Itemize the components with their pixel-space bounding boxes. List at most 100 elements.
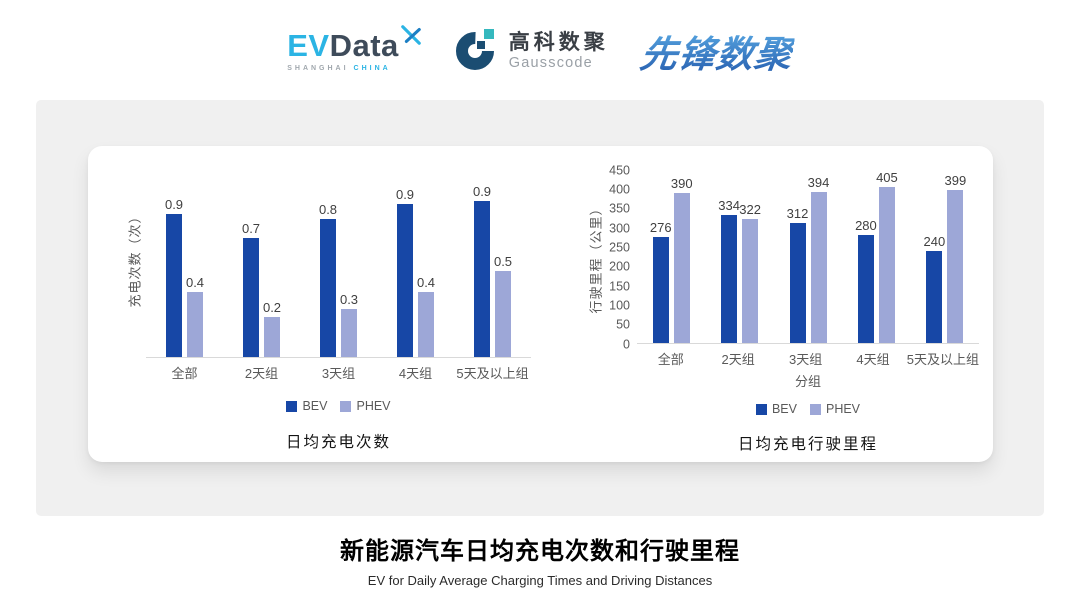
bar-value-label: 0.9 bbox=[472, 183, 492, 199]
bar-column: 399 bbox=[944, 172, 967, 343]
bar-group: 0.9 0.5 bbox=[454, 183, 531, 357]
legend-label: BEV bbox=[771, 402, 797, 416]
bar-column: 0.4 bbox=[186, 275, 204, 357]
xianfeng-logo: 先锋数聚 bbox=[637, 24, 797, 78]
bar bbox=[878, 187, 895, 343]
bar-column: 0.5 bbox=[494, 254, 512, 357]
legend-swatch bbox=[809, 403, 821, 415]
y-tick-label: 150 bbox=[609, 278, 630, 293]
main-title: 新能源汽车日均充电次数和行驶里程 bbox=[340, 538, 740, 565]
category-label: 2天组 bbox=[721, 352, 755, 367]
bar-column: 322 bbox=[739, 201, 761, 343]
gausscode-cn-text: 高科数聚 bbox=[508, 30, 609, 54]
category-label: 3天组 bbox=[788, 352, 823, 367]
subtitle: EV for Daily Average Charging Times and … bbox=[367, 573, 713, 588]
bar bbox=[166, 214, 182, 357]
bar-column: 0.2 bbox=[262, 299, 282, 357]
bar-column: 0.8 bbox=[318, 201, 338, 357]
evdata-logo-subtitle: SHANGHAI CHINA bbox=[287, 65, 391, 72]
bar-value-label: 394 bbox=[807, 174, 830, 190]
category-label: 全部 bbox=[171, 366, 198, 381]
bar bbox=[721, 215, 738, 343]
bar-value-label: 405 bbox=[876, 169, 898, 185]
bar bbox=[926, 251, 943, 343]
charts-card: 充电次数（次） 0.9 0.4 0.7 0.2 0.8 0.3 0.9 0.4 0.9 0.5 全… bbox=[88, 146, 993, 462]
bar-column: 240 bbox=[923, 234, 945, 343]
category-label: 5天及以上组 bbox=[906, 352, 979, 367]
legend-label: PHEV bbox=[825, 402, 861, 416]
bar-value-label: 0.8 bbox=[318, 201, 338, 217]
chart-daily-driving-distance: 行驶里程（公里） 0 50 100 150 200 250 300 350 400 450 276… bbox=[543, 146, 993, 462]
y-axis-title: 行驶里程（公里） bbox=[588, 200, 604, 314]
bar-value-label: 312 bbox=[786, 205, 809, 221]
sparkle-icon bbox=[400, 24, 422, 50]
bar bbox=[187, 292, 203, 357]
y-tick-label: 300 bbox=[609, 220, 630, 235]
bar-column: 276 bbox=[649, 219, 672, 343]
category-label: 3天组 bbox=[321, 366, 356, 381]
bar-group: 0.9 0.4 bbox=[146, 196, 223, 357]
plot-area: 0.9 0.4 0.7 0.2 0.8 0.3 0.9 0.4 0.9 0.5 bbox=[146, 158, 531, 358]
legend-item: BEV bbox=[286, 399, 327, 413]
bar-value-label: 0.7 bbox=[241, 220, 261, 236]
legend-item: PHEV bbox=[809, 402, 861, 416]
y-axis-title-wrap: 充电次数（次） bbox=[122, 158, 146, 358]
bar-value-label: 334 bbox=[718, 197, 740, 213]
bar-group: 0.7 0.2 bbox=[223, 220, 300, 357]
bar-value-label: 0.9 bbox=[164, 196, 184, 212]
bar-group: 276 390 bbox=[637, 175, 705, 343]
footer: 新能源汽车日均充电次数和行驶里程 EV for Daily Average Ch… bbox=[0, 531, 1080, 588]
legend-swatch bbox=[755, 403, 767, 415]
bar-column: 312 bbox=[786, 205, 809, 343]
y-axis-title-wrap: 行驶里程（公里） bbox=[583, 170, 607, 344]
chart-daily-charging-times: 充电次数（次） 0.9 0.4 0.7 0.2 0.8 0.3 0.9 0.4 0.9 0.5 全… bbox=[88, 146, 543, 462]
legend-swatch bbox=[340, 400, 352, 412]
bar bbox=[789, 223, 806, 343]
bar-value-label: 390 bbox=[670, 175, 693, 191]
y-axis-title: 充电次数（次） bbox=[127, 208, 143, 308]
legend: BEV PHEV bbox=[146, 399, 531, 413]
evdata-logo: EV Data SHANGHAI CHINA bbox=[287, 25, 422, 72]
bar bbox=[947, 190, 964, 343]
bar-group: 334 322 bbox=[705, 197, 773, 343]
bar-value-label: 399 bbox=[944, 172, 967, 188]
bar-value-label: 0.4 bbox=[416, 274, 436, 290]
bar bbox=[857, 235, 874, 343]
plot-area: 276 390 334 322 312 394 280 405 240 399 bbox=[637, 170, 979, 344]
bar-column: 405 bbox=[876, 169, 898, 343]
bar bbox=[243, 238, 259, 357]
bar bbox=[474, 201, 490, 357]
category-label: 4天组 bbox=[856, 352, 890, 367]
evdata-logo-ev-text: EV bbox=[287, 28, 330, 63]
category-label: 4天组 bbox=[398, 366, 433, 381]
bar bbox=[742, 219, 759, 343]
legend-label: PHEV bbox=[356, 399, 391, 413]
bar-column: 390 bbox=[670, 175, 693, 343]
bar-value-label: 276 bbox=[649, 219, 672, 235]
y-tick-label: 250 bbox=[609, 240, 630, 255]
bar-group: 312 394 bbox=[774, 174, 842, 343]
gausscode-en-text: Gausscode bbox=[508, 55, 593, 72]
category-label: 5天及以上组 bbox=[456, 366, 529, 381]
category-label: 全部 bbox=[657, 352, 684, 367]
bar-value-label: 0.2 bbox=[262, 299, 282, 315]
bar-group: 0.8 0.3 bbox=[300, 201, 377, 357]
bar-column: 0.9 bbox=[164, 196, 184, 357]
bar bbox=[418, 292, 434, 357]
legend: BEV PHEV bbox=[637, 402, 979, 416]
legend-label: BEV bbox=[302, 399, 328, 413]
bar-column: 0.9 bbox=[396, 187, 414, 357]
y-tick-label: 100 bbox=[609, 298, 630, 313]
bar-value-label: 322 bbox=[739, 201, 761, 217]
y-tick-label: 350 bbox=[609, 201, 630, 216]
chart-title: 日均充电行驶里程 bbox=[737, 436, 878, 453]
evdata-logo-data-text: Data bbox=[329, 28, 399, 63]
x-axis-categories: 全部 2天组 3天组 4天组 5天及以上组 bbox=[146, 363, 531, 382]
legend-swatch bbox=[286, 400, 298, 412]
bar bbox=[320, 219, 336, 357]
bar-column: 394 bbox=[807, 174, 830, 343]
x-axis-categories: 全部 2天组 3天组 4天组 5天及以上组 bbox=[637, 349, 979, 368]
bar-group: 240 399 bbox=[911, 172, 979, 343]
bar-column: 0.9 bbox=[472, 183, 492, 357]
bar bbox=[652, 237, 669, 343]
